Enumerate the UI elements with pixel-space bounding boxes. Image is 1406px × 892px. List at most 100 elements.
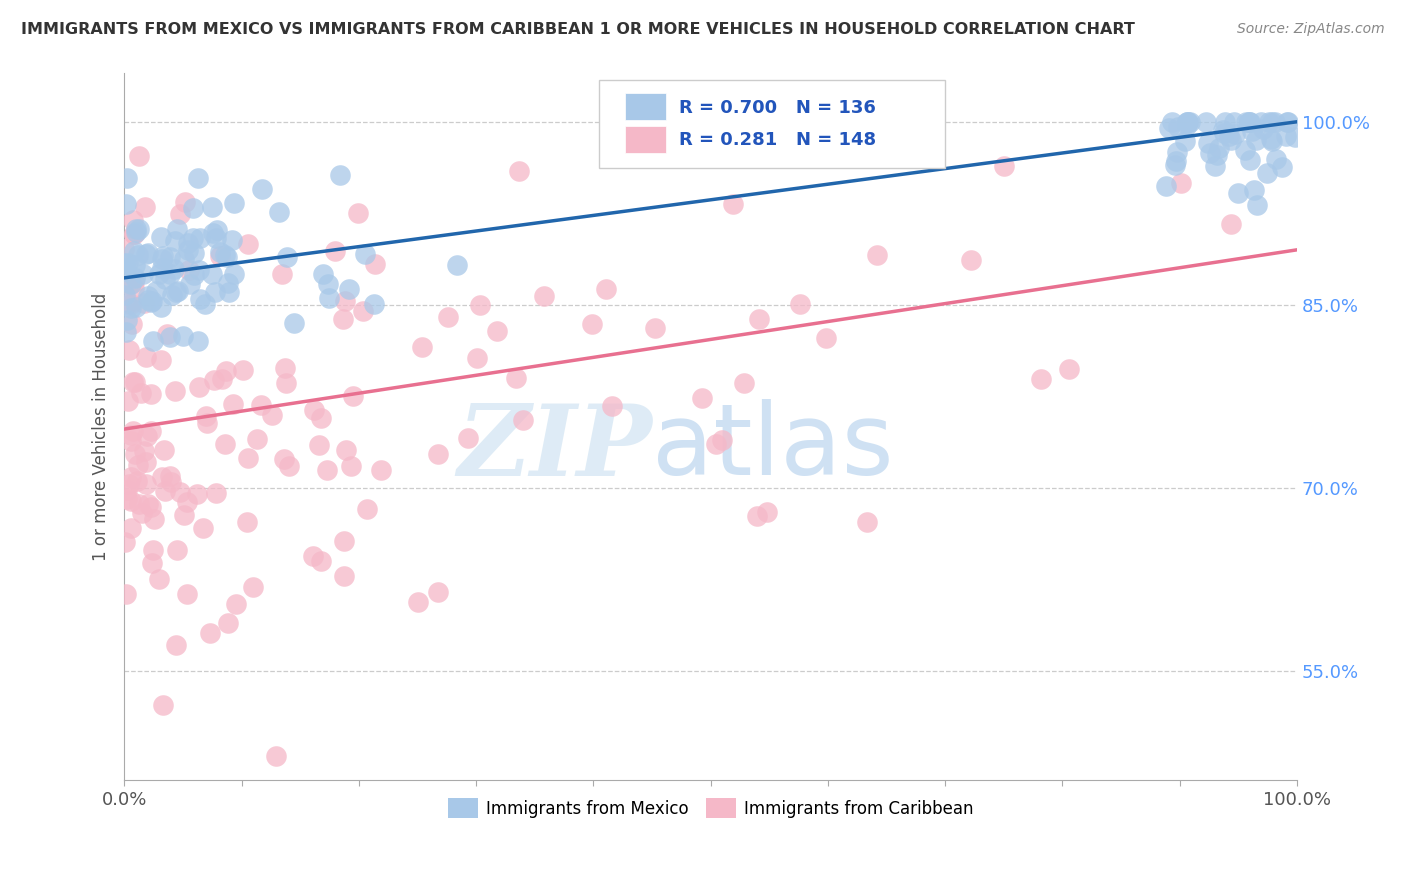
Point bbox=[150, 252, 173, 266]
Point bbox=[215, 364, 238, 378]
Point bbox=[1057, 362, 1080, 376]
Point bbox=[141, 424, 163, 438]
Point bbox=[217, 277, 239, 291]
Point bbox=[117, 477, 139, 491]
Point bbox=[125, 226, 148, 240]
Point bbox=[115, 483, 138, 497]
Point bbox=[128, 222, 150, 236]
Point bbox=[124, 301, 146, 315]
Point bbox=[153, 483, 176, 498]
Point bbox=[115, 313, 138, 327]
Point bbox=[644, 320, 666, 334]
Point bbox=[222, 397, 245, 411]
Point bbox=[136, 289, 159, 303]
Point bbox=[117, 343, 139, 358]
Point bbox=[1174, 134, 1197, 148]
Point bbox=[1284, 130, 1306, 145]
Point bbox=[1220, 217, 1243, 231]
Point bbox=[131, 506, 153, 520]
Point bbox=[124, 258, 146, 272]
FancyBboxPatch shape bbox=[599, 80, 945, 169]
Point bbox=[181, 201, 204, 215]
Point bbox=[1219, 133, 1241, 147]
Point bbox=[235, 515, 257, 529]
Point bbox=[600, 400, 623, 414]
Point bbox=[1175, 115, 1198, 129]
Point bbox=[150, 261, 173, 276]
Point bbox=[733, 376, 755, 391]
Point bbox=[149, 301, 172, 315]
Point bbox=[134, 200, 156, 214]
Point bbox=[1160, 115, 1182, 129]
Point bbox=[333, 534, 356, 549]
Point bbox=[155, 272, 177, 286]
Point bbox=[723, 197, 745, 211]
Text: R = 0.281   N = 148: R = 0.281 N = 148 bbox=[679, 131, 876, 149]
Point bbox=[1213, 115, 1236, 129]
Point bbox=[160, 287, 183, 301]
Point bbox=[1178, 115, 1201, 129]
Point bbox=[224, 267, 246, 281]
Point bbox=[347, 206, 370, 220]
Point bbox=[173, 508, 195, 523]
Point bbox=[274, 376, 297, 390]
Point bbox=[1277, 115, 1299, 129]
Point bbox=[1234, 115, 1257, 129]
Point bbox=[278, 459, 301, 474]
Point bbox=[159, 250, 181, 264]
Point bbox=[179, 277, 201, 291]
Point bbox=[132, 296, 155, 310]
Point bbox=[1246, 132, 1268, 146]
Point bbox=[308, 438, 330, 452]
Point bbox=[124, 375, 146, 389]
Point bbox=[122, 227, 145, 241]
Point bbox=[1239, 115, 1261, 129]
Point bbox=[120, 521, 142, 535]
Legend: Immigrants from Mexico, Immigrants from Caribbean: Immigrants from Mexico, Immigrants from … bbox=[441, 791, 980, 825]
Point bbox=[176, 243, 198, 257]
Point bbox=[135, 476, 157, 491]
Point bbox=[115, 491, 138, 506]
Point bbox=[214, 248, 236, 262]
Point bbox=[312, 268, 335, 282]
Point bbox=[1166, 145, 1188, 159]
Point bbox=[337, 282, 360, 296]
Point bbox=[187, 334, 209, 349]
Point bbox=[1261, 115, 1284, 129]
Point bbox=[756, 505, 779, 519]
Point bbox=[193, 521, 215, 535]
Point bbox=[250, 398, 273, 412]
Point bbox=[1206, 147, 1229, 161]
Point bbox=[1208, 141, 1230, 155]
Point bbox=[533, 289, 555, 303]
Point bbox=[960, 252, 983, 267]
Point bbox=[250, 182, 273, 196]
Point bbox=[122, 424, 145, 438]
Point bbox=[211, 372, 233, 386]
Point bbox=[1237, 115, 1260, 129]
Point bbox=[309, 410, 332, 425]
Point bbox=[1265, 152, 1288, 166]
Point bbox=[271, 267, 294, 281]
Point bbox=[114, 261, 136, 276]
Point bbox=[1264, 115, 1286, 129]
Point bbox=[165, 384, 187, 399]
Point bbox=[595, 282, 617, 296]
Point bbox=[176, 587, 198, 601]
Point bbox=[190, 292, 212, 306]
Point bbox=[177, 235, 200, 250]
Point bbox=[339, 458, 361, 473]
Point bbox=[141, 543, 163, 558]
Point bbox=[232, 363, 254, 377]
Point bbox=[1159, 121, 1181, 136]
Point bbox=[427, 584, 450, 599]
Point bbox=[152, 249, 174, 263]
Point bbox=[446, 258, 468, 272]
Point bbox=[120, 297, 142, 311]
Point bbox=[166, 543, 188, 558]
Point bbox=[1167, 120, 1189, 134]
Point bbox=[176, 494, 198, 508]
Point bbox=[120, 301, 142, 315]
Point bbox=[186, 487, 208, 501]
Point bbox=[214, 437, 236, 451]
